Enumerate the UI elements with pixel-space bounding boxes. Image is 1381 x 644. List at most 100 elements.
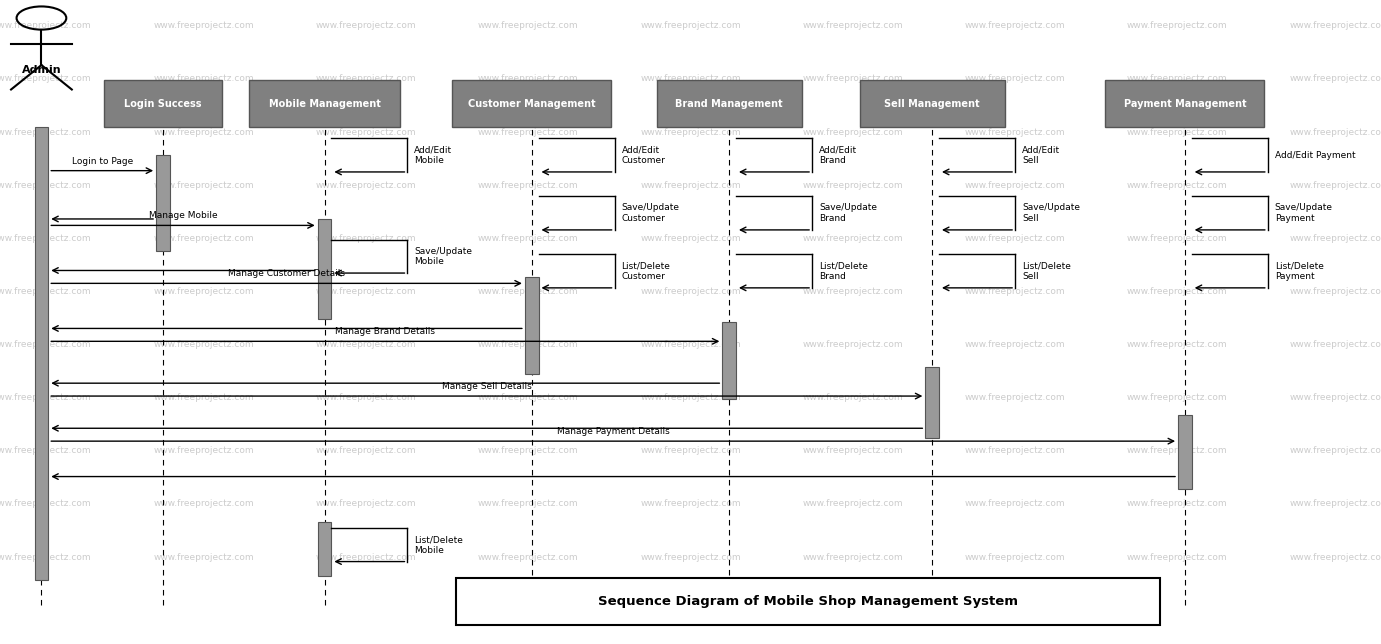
Text: Manage Brand Details: Manage Brand Details [336, 327, 435, 336]
Text: www.freeprojectz.com: www.freeprojectz.com [316, 181, 416, 189]
Text: www.freeprojectz.com: www.freeprojectz.com [965, 393, 1065, 402]
Text: Add/Edit
Customer: Add/Edit Customer [621, 146, 666, 165]
Text: Add/Edit Payment: Add/Edit Payment [1275, 151, 1355, 160]
Text: www.freeprojectz.com: www.freeprojectz.com [478, 553, 579, 562]
Text: www.freeprojectz.com: www.freeprojectz.com [0, 393, 91, 402]
Bar [859, 80, 1005, 127]
Text: www.freeprojectz.com: www.freeprojectz.com [1127, 340, 1228, 349]
Text: www.freeprojectz.com: www.freeprojectz.com [965, 446, 1065, 455]
Text: www.freeprojectz.com: www.freeprojectz.com [1127, 500, 1228, 508]
Text: www.freeprojectz.com: www.freeprojectz.com [153, 21, 254, 30]
Text: www.freeprojectz.com: www.freeprojectz.com [641, 287, 740, 296]
Text: www.freeprojectz.com: www.freeprojectz.com [0, 340, 91, 349]
Bar [925, 367, 939, 438]
Text: www.freeprojectz.com: www.freeprojectz.com [965, 21, 1065, 30]
Bar [35, 127, 48, 580]
Bar [525, 277, 539, 374]
Text: www.freeprojectz.com: www.freeprojectz.com [1127, 21, 1228, 30]
Text: www.freeprojectz.com: www.freeprojectz.com [478, 75, 579, 83]
Text: www.freeprojectz.com: www.freeprojectz.com [0, 500, 91, 508]
Text: www.freeprojectz.com: www.freeprojectz.com [153, 128, 254, 137]
Text: www.freeprojectz.com: www.freeprojectz.com [802, 75, 903, 83]
Text: www.freeprojectz.com: www.freeprojectz.com [641, 21, 740, 30]
Text: www.freeprojectz.com: www.freeprojectz.com [1290, 21, 1381, 30]
Text: www.freeprojectz.com: www.freeprojectz.com [0, 287, 91, 296]
Text: www.freeprojectz.com: www.freeprojectz.com [1290, 500, 1381, 508]
Text: www.freeprojectz.com: www.freeprojectz.com [965, 553, 1065, 562]
Text: Manage Sell Details: Manage Sell Details [442, 382, 532, 391]
Text: www.freeprojectz.com: www.freeprojectz.com [1127, 553, 1228, 562]
Bar [453, 80, 610, 127]
Text: www.freeprojectz.com: www.freeprojectz.com [802, 393, 903, 402]
Text: Admin: Admin [22, 65, 61, 75]
Text: www.freeprojectz.com: www.freeprojectz.com [641, 75, 740, 83]
Text: www.freeprojectz.com: www.freeprojectz.com [1290, 446, 1381, 455]
Text: www.freeprojectz.com: www.freeprojectz.com [802, 500, 903, 508]
Bar [456, 578, 1160, 625]
Text: www.freeprojectz.com: www.freeprojectz.com [478, 393, 579, 402]
Text: www.freeprojectz.com: www.freeprojectz.com [802, 21, 903, 30]
Text: www.freeprojectz.com: www.freeprojectz.com [1290, 181, 1381, 189]
Text: www.freeprojectz.com: www.freeprojectz.com [0, 21, 91, 30]
Text: www.freeprojectz.com: www.freeprojectz.com [641, 500, 740, 508]
Text: www.freeprojectz.com: www.freeprojectz.com [965, 181, 1065, 189]
Text: www.freeprojectz.com: www.freeprojectz.com [316, 446, 416, 455]
Text: www.freeprojectz.com: www.freeprojectz.com [478, 128, 579, 137]
Text: Mobile Management: Mobile Management [268, 99, 381, 109]
Text: List/Delete
Brand: List/Delete Brand [819, 261, 867, 281]
Bar [1178, 415, 1192, 489]
Text: Manage Payment Details: Manage Payment Details [557, 427, 670, 436]
Text: www.freeprojectz.com: www.freeprojectz.com [478, 21, 579, 30]
Text: www.freeprojectz.com: www.freeprojectz.com [965, 128, 1065, 137]
Text: www.freeprojectz.com: www.freeprojectz.com [153, 234, 254, 243]
Text: Brand Management: Brand Management [675, 99, 783, 109]
Text: www.freeprojectz.com: www.freeprojectz.com [641, 393, 740, 402]
Text: www.freeprojectz.com: www.freeprojectz.com [965, 75, 1065, 83]
Text: www.freeprojectz.com: www.freeprojectz.com [802, 128, 903, 137]
Text: www.freeprojectz.com: www.freeprojectz.com [153, 393, 254, 402]
Text: Save/Update
Payment: Save/Update Payment [1275, 204, 1333, 223]
Text: www.freeprojectz.com: www.freeprojectz.com [1290, 553, 1381, 562]
Bar [156, 155, 170, 251]
Text: Manage Mobile: Manage Mobile [149, 211, 217, 220]
Text: www.freeprojectz.com: www.freeprojectz.com [316, 21, 416, 30]
Text: www.freeprojectz.com: www.freeprojectz.com [641, 234, 740, 243]
Text: www.freeprojectz.com: www.freeprojectz.com [0, 181, 91, 189]
Text: www.freeprojectz.com: www.freeprojectz.com [478, 287, 579, 296]
Text: www.freeprojectz.com: www.freeprojectz.com [0, 553, 91, 562]
Text: www.freeprojectz.com: www.freeprojectz.com [1127, 128, 1228, 137]
Text: Login Success: Login Success [124, 99, 202, 109]
Text: www.freeprojectz.com: www.freeprojectz.com [965, 234, 1065, 243]
Text: Save/Update
Sell: Save/Update Sell [1022, 204, 1080, 223]
Text: www.freeprojectz.com: www.freeprojectz.com [478, 181, 579, 189]
Text: www.freeprojectz.com: www.freeprojectz.com [1127, 75, 1228, 83]
Text: www.freeprojectz.com: www.freeprojectz.com [316, 340, 416, 349]
Text: www.freeprojectz.com: www.freeprojectz.com [965, 287, 1065, 296]
Bar [249, 80, 400, 127]
Text: www.freeprojectz.com: www.freeprojectz.com [802, 234, 903, 243]
Text: Save/Update
Mobile: Save/Update Mobile [414, 247, 472, 266]
Text: Sequence Diagram of Mobile Shop Management System: Sequence Diagram of Mobile Shop Manageme… [598, 595, 1018, 608]
Text: www.freeprojectz.com: www.freeprojectz.com [1290, 128, 1381, 137]
Text: www.freeprojectz.com: www.freeprojectz.com [478, 234, 579, 243]
Text: www.freeprojectz.com: www.freeprojectz.com [802, 181, 903, 189]
Text: www.freeprojectz.com: www.freeprojectz.com [802, 553, 903, 562]
Text: www.freeprojectz.com: www.freeprojectz.com [965, 340, 1065, 349]
Text: www.freeprojectz.com: www.freeprojectz.com [316, 500, 416, 508]
Text: www.freeprojectz.com: www.freeprojectz.com [1290, 340, 1381, 349]
Text: www.freeprojectz.com: www.freeprojectz.com [153, 340, 254, 349]
Text: www.freeprojectz.com: www.freeprojectz.com [153, 75, 254, 83]
Bar [318, 219, 331, 319]
Text: www.freeprojectz.com: www.freeprojectz.com [316, 553, 416, 562]
Text: www.freeprojectz.com: www.freeprojectz.com [802, 287, 903, 296]
Text: Customer Management: Customer Management [468, 99, 595, 109]
Text: Add/Edit
Mobile: Add/Edit Mobile [414, 146, 453, 165]
Text: www.freeprojectz.com: www.freeprojectz.com [1127, 446, 1228, 455]
Text: www.freeprojectz.com: www.freeprojectz.com [965, 500, 1065, 508]
Text: Manage Customer Details: Manage Customer Details [228, 269, 345, 278]
Text: Payment Management: Payment Management [1124, 99, 1246, 109]
Bar [104, 80, 221, 127]
Text: www.freeprojectz.com: www.freeprojectz.com [1127, 234, 1228, 243]
Text: www.freeprojectz.com: www.freeprojectz.com [1290, 393, 1381, 402]
Text: Login to Page: Login to Page [72, 156, 133, 166]
